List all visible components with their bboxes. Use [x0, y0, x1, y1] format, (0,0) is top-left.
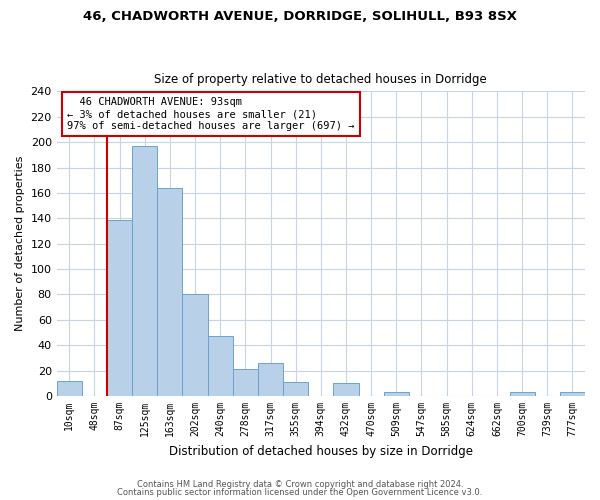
Bar [233, 370, 258, 396]
X-axis label: Distribution of detached houses by size in Dorridge: Distribution of detached houses by size … [169, 444, 473, 458]
Title: Size of property relative to detached houses in Dorridge: Size of property relative to detached ho… [154, 73, 487, 86]
Bar [258, 363, 283, 396]
Y-axis label: Number of detached properties: Number of detached properties [15, 156, 25, 332]
Bar [509, 392, 535, 396]
Bar [56, 381, 82, 396]
Bar [107, 220, 132, 396]
Text: Contains public sector information licensed under the Open Government Licence v3: Contains public sector information licen… [118, 488, 482, 497]
Bar [157, 188, 182, 396]
Bar [283, 382, 308, 396]
Bar [384, 392, 409, 396]
Text: 46 CHADWORTH AVENUE: 93sqm
← 3% of detached houses are smaller (21)
97% of semi-: 46 CHADWORTH AVENUE: 93sqm ← 3% of detac… [67, 98, 355, 130]
Bar [208, 336, 233, 396]
Text: Contains HM Land Registry data © Crown copyright and database right 2024.: Contains HM Land Registry data © Crown c… [137, 480, 463, 489]
Text: 46, CHADWORTH AVENUE, DORRIDGE, SOLIHULL, B93 8SX: 46, CHADWORTH AVENUE, DORRIDGE, SOLIHULL… [83, 10, 517, 23]
Bar [334, 384, 359, 396]
Bar [132, 146, 157, 396]
Bar [182, 294, 208, 396]
Bar [560, 392, 585, 396]
